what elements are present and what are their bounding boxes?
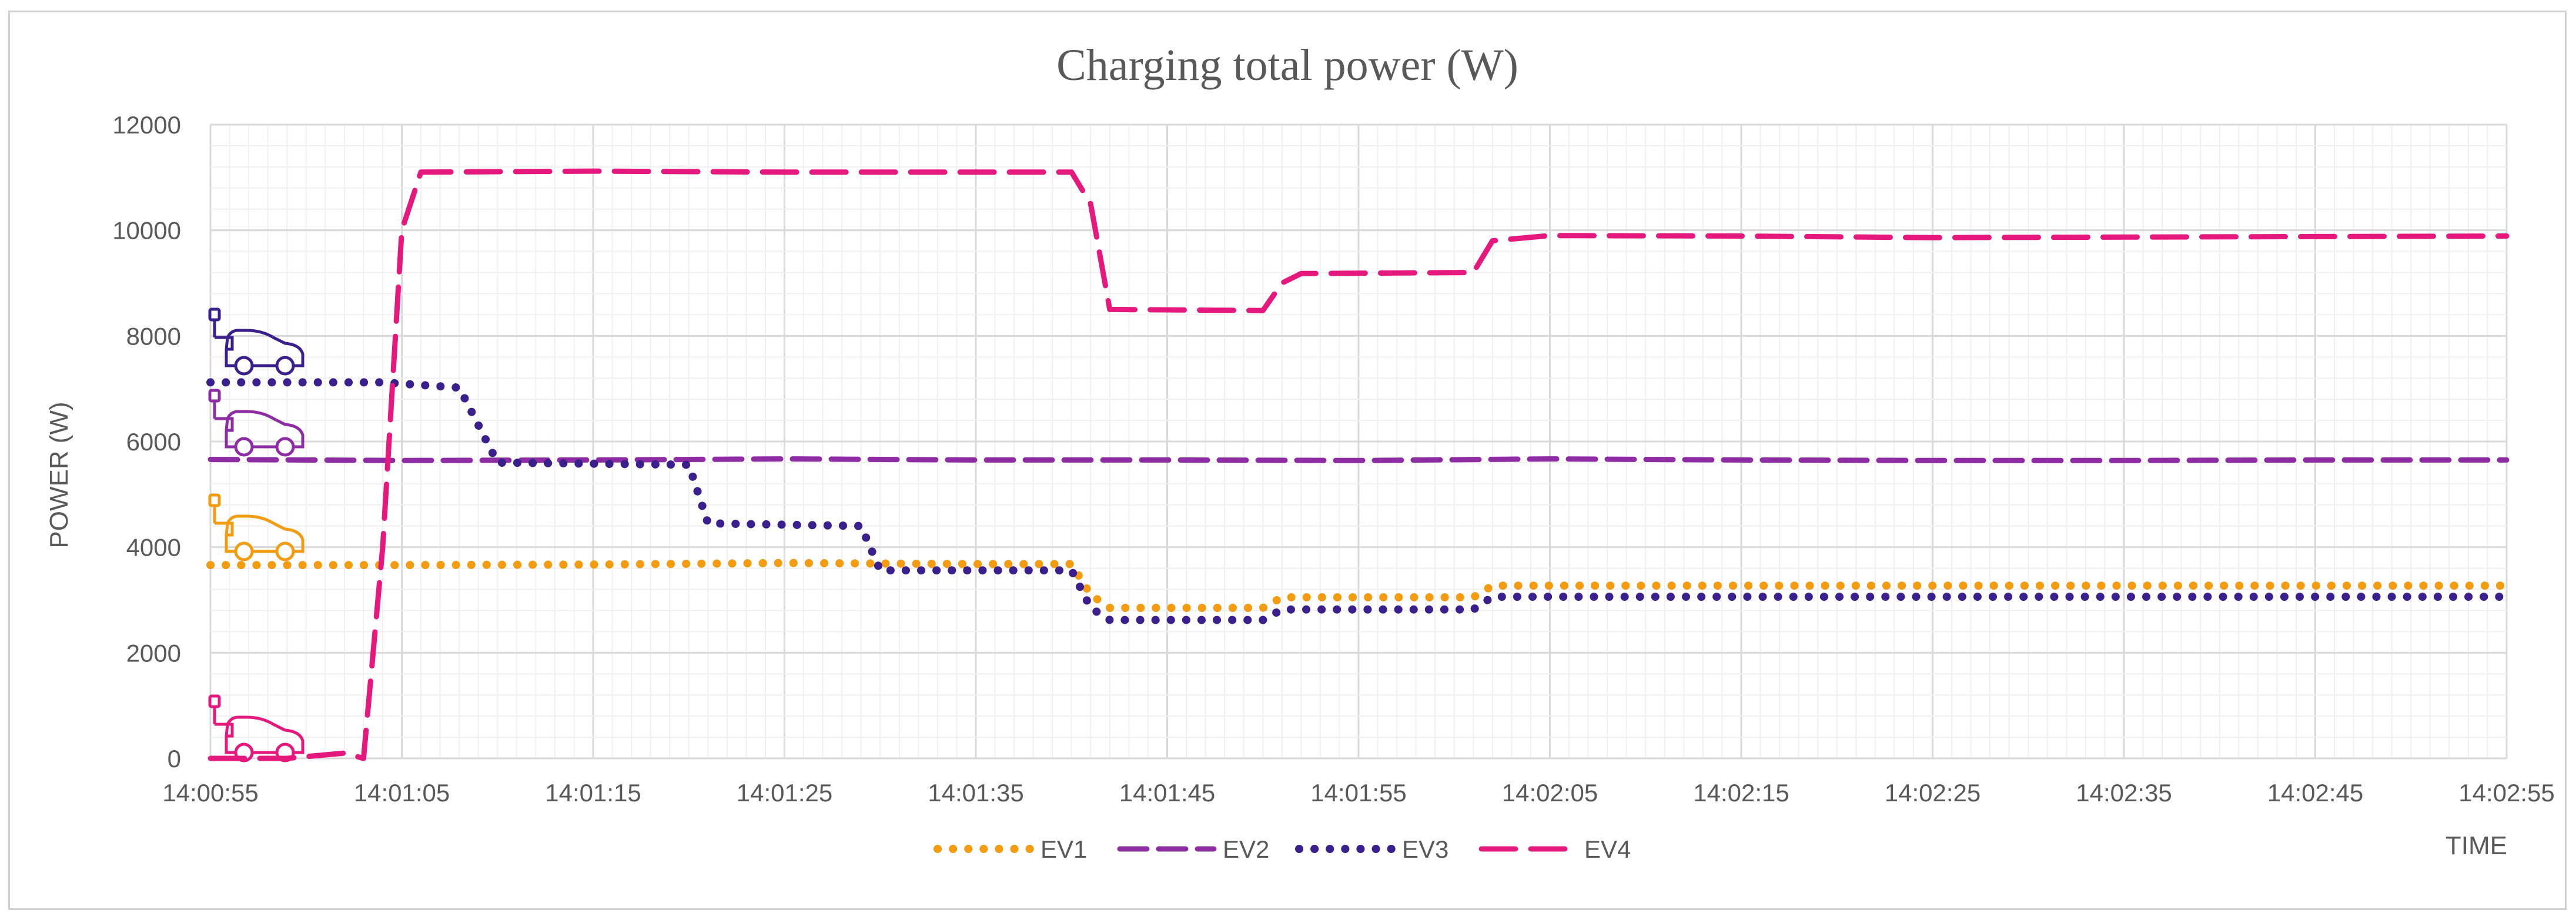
y-axis-ticks: 0 2000 4000 6000 8000 10000 12000 [112, 111, 181, 772]
y-axis-label: POWER (W) [45, 402, 73, 548]
car-icon-ev2 [208, 389, 305, 457]
y-tick-label: 12000 [112, 111, 181, 139]
car-icons [208, 307, 305, 763]
legend-label-ev2: EV2 [1223, 835, 1269, 863]
x-axis-label: TIME [2445, 831, 2507, 860]
series-line-ev2 [208, 456, 2510, 463]
x-tick-label: 14:01:15 [545, 779, 641, 807]
series-line-ev4 [208, 168, 2510, 761]
x-axis-ticks: 14:00:55 14:01:05 14:01:15 14:01:25 14:01:35… [162, 779, 2555, 807]
legend-label-ev1: EV1 [1041, 835, 1087, 863]
car-icon-ev1 [208, 493, 305, 561]
legend: EV1 EV2 EV3 EV4 [934, 835, 1631, 863]
x-tick-label: 14:02:55 [2458, 779, 2555, 807]
series-layer [206, 168, 2511, 761]
grid-layer [209, 123, 2508, 760]
x-tick-label: 14:01:35 [928, 779, 1024, 807]
car-icon-ev4 [208, 694, 305, 763]
y-tick-label: 6000 [126, 428, 181, 456]
y-tick-label: 2000 [126, 639, 181, 667]
x-tick-label: 14:00:55 [162, 779, 259, 807]
x-tick-label: 14:02:35 [2076, 779, 2172, 807]
y-tick-label: 0 [168, 745, 181, 772]
car-icon-ev3 [208, 307, 305, 376]
x-tick-label: 14:01:25 [737, 779, 833, 807]
x-tick-label: 14:02:25 [1885, 779, 1981, 807]
chart-title: Charging total power (W) [1056, 41, 1518, 90]
y-tick-label: 10000 [112, 217, 181, 245]
legend-label-ev3: EV3 [1402, 835, 1448, 863]
x-tick-label: 14:01:45 [1119, 779, 1216, 807]
x-tick-label: 14:01:05 [354, 779, 450, 807]
x-tick-label: 14:02:15 [1693, 779, 1789, 807]
x-tick-label: 14:02:05 [1502, 779, 1598, 807]
y-tick-label: 4000 [126, 534, 181, 561]
x-tick-label: 14:01:55 [1310, 779, 1407, 807]
legend-label-ev4: EV4 [1584, 835, 1631, 863]
series-line-ev1 [206, 559, 2511, 612]
x-tick-label: 14:02:45 [2267, 779, 2364, 807]
series-line-ev3 [206, 378, 2511, 624]
y-tick-label: 8000 [126, 322, 181, 350]
